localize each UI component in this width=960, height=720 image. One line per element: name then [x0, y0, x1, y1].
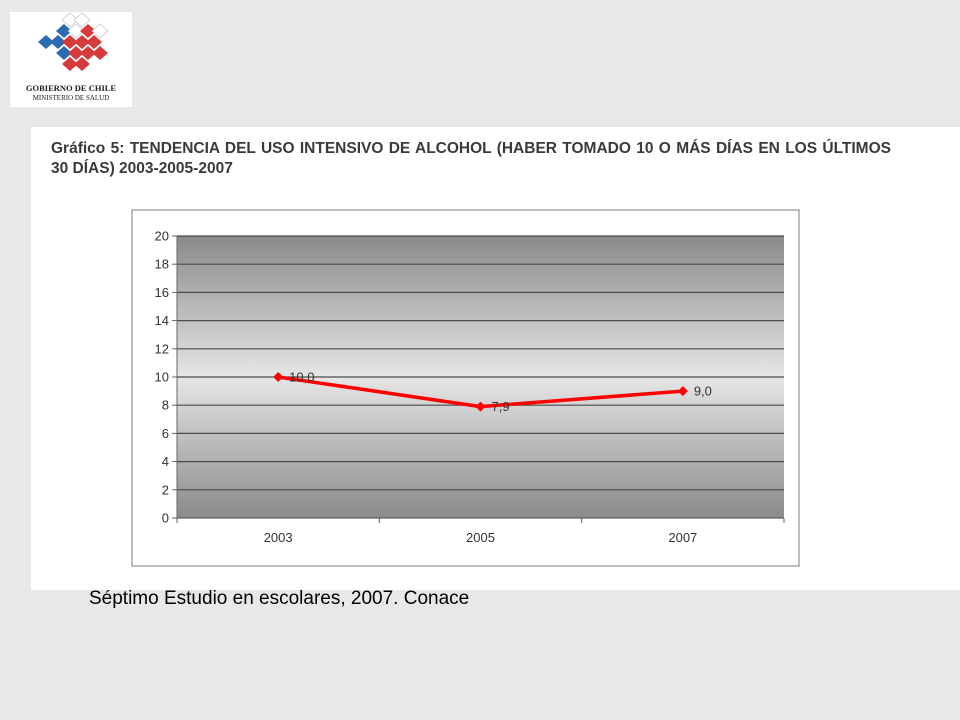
logo-diamond-1: [73, 12, 91, 28]
y-tick-label: 14: [155, 313, 169, 328]
y-tick-label: 8: [162, 398, 169, 413]
y-tick-label: 6: [162, 426, 169, 441]
logo-diamond-3: [67, 23, 85, 39]
logo-diamond-10: [86, 35, 102, 49]
y-tick-label: 18: [155, 257, 169, 272]
y-tick-label: 2: [162, 482, 169, 497]
logo-diamond-11: [56, 46, 72, 60]
x-tick-label: 2007: [668, 530, 697, 545]
logo-diamond-0: [61, 12, 79, 28]
data-point-marker: [475, 401, 486, 412]
data-label: 7,9: [492, 399, 510, 414]
logo-diamond-2: [56, 24, 72, 38]
logo-emblem-icon: [38, 12, 109, 71]
logo-text-ministerio: MINISTERIO DE SALUD: [32, 94, 110, 102]
logo-diamond-16: [74, 57, 90, 71]
x-tick-label: 2003: [264, 530, 293, 545]
logo-diamond-9: [74, 35, 90, 49]
logo-diamond-5: [91, 23, 109, 39]
logo-text-gobierno: GOBIERNO DE CHILE: [25, 83, 117, 93]
logo-diamond-12: [68, 46, 84, 60]
data-point-marker: [273, 372, 284, 382]
chart-panel: Gráfico 5: TENDENCIA DEL USO INTENSIVO D…: [31, 127, 960, 590]
y-tick-label: 4: [162, 454, 169, 469]
y-tick-label: 10: [155, 370, 169, 385]
chart-title: Gráfico 5: TENDENCIA DEL USO INTENSIVO D…: [51, 140, 891, 177]
y-tick-label: 12: [155, 341, 169, 356]
y-tick-label: 16: [155, 285, 169, 300]
logo-diamond-4: [80, 24, 96, 38]
data-label: 10,0: [289, 370, 314, 385]
data-label: 9,0: [694, 384, 712, 399]
data-point-marker: [677, 386, 688, 397]
source-note: Séptimo Estudio en escolares, 2007. Cona…: [89, 588, 470, 609]
gobierno-logo: GOBIERNO DE CHILE MINISTERIO DE SALUD: [10, 12, 132, 107]
logo-diamond-15: [62, 57, 78, 71]
x-tick-label: 2005: [466, 530, 495, 545]
logo-diamond-7: [50, 35, 66, 49]
logo-diamond-6: [38, 35, 54, 49]
logo-diamond-8: [62, 35, 78, 49]
logo-diamond-13: [80, 46, 96, 60]
line-chart: 0 2 4 6 8 10 12 14 16 18 20 2003 2005 2007 10,0 7,9 9,0: [131, 209, 800, 567]
y-tick-label: 0: [162, 511, 169, 526]
y-tick-label: 20: [155, 229, 169, 244]
logo-diamond-14: [92, 46, 108, 60]
